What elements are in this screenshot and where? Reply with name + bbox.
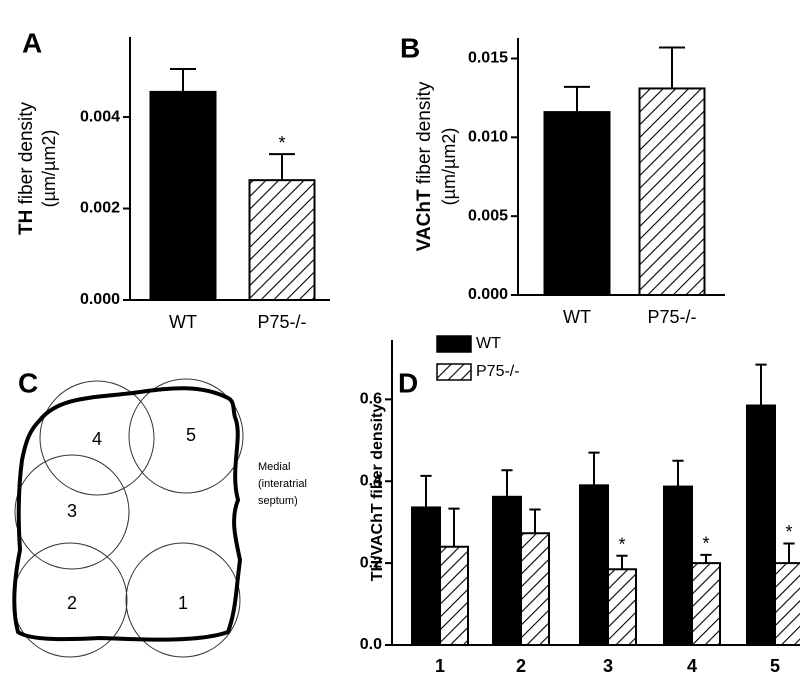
error-bar [564,85,590,113]
y-axis-label: TH fiber density [16,101,37,235]
panel-letter: B [400,32,420,63]
error-bar [501,469,513,497]
error-bar [529,508,541,534]
x-tick-label: 1 [435,656,445,676]
y-tick-label: 0.2 [360,554,382,571]
error-bar [448,507,460,547]
x-tick-label: 5 [770,656,780,676]
x-tick-label: 3 [603,656,613,676]
y-tick-label: 0.4 [360,472,382,489]
y-tick-label: 0.005 [468,207,508,224]
legend-label: WT [476,335,501,352]
bar [691,562,721,646]
bar [774,562,800,646]
y-axis-label: TH/VAChT fiber density [369,404,386,582]
region-label: 4 [92,429,102,449]
error-bar [616,554,628,570]
region-label: 2 [67,593,77,613]
y-axis-unit: (µm/µm2) [39,130,59,208]
error-bar [659,46,685,89]
y-tick-label: 0.000 [80,291,120,308]
region-circle [128,378,244,494]
legend-label: P75-/- [476,363,520,380]
region-label: 3 [67,501,77,521]
y-tick-label: 0.010 [468,129,508,146]
x-tick-label: P75-/- [647,307,696,327]
significance-mark: * [618,535,625,555]
region-label: 5 [186,425,196,445]
bar [663,485,693,646]
error-bar [269,153,295,181]
note-text: Medial [258,461,290,473]
panel-c: C 1 2 3 4 5 Medial (interatrial septum) [12,367,307,658]
y-axis-label-bold: TH [16,210,37,235]
y-axis-label-bold: VAChT [414,189,435,251]
bar [248,179,316,302]
panel-letter: A [22,27,42,58]
bar [411,506,441,647]
x-tick-label: 2 [516,656,526,676]
bar [492,495,522,646]
bar [439,545,469,647]
x-tick-label: 4 [687,656,697,676]
significance-mark: * [702,534,709,554]
bar [520,532,550,647]
y-axis-label: VAChT fiber density [414,81,435,251]
note-text: septum) [258,495,298,507]
y-axis-label-text: fiber density [414,81,435,184]
region-circle [125,542,241,658]
bar [746,404,776,646]
significance-mark: * [785,522,792,542]
x-tick-label: P75-/- [257,312,306,332]
error-bar [700,553,712,564]
x-tick-label: WT [563,307,591,327]
region-label: 1 [178,593,188,613]
error-bar [170,68,196,92]
y-tick-label: 0.015 [468,50,508,67]
atrium-outline [12,386,243,642]
y-tick-label: 0.6 [360,391,382,408]
bar [607,568,637,646]
y-axis-unit: (µm/µm2) [439,128,459,206]
region-circle [14,454,130,570]
error-bar [588,451,600,486]
note-text: (interatrial [258,478,307,490]
y-tick-label: 0.000 [468,286,508,303]
error-bar [783,542,795,564]
y-tick-label: 0.0 [360,636,382,653]
bar [149,90,217,301]
error-bar [672,459,684,487]
error-bar [755,363,767,406]
bar [543,111,611,296]
error-bar [420,474,432,508]
y-tick-label: 0.004 [80,108,120,125]
legend-swatch [436,335,472,353]
region-circle [39,380,155,496]
bar [579,484,609,646]
y-tick-label: 0.002 [80,200,120,217]
y-axis-label-text: fiber density [16,101,37,204]
bar [638,87,706,296]
panel-letter: D [398,367,418,398]
legend-swatch [436,363,472,381]
panel-letter: C [18,367,38,398]
x-tick-label: WT [169,312,197,332]
significance-mark: * [278,133,285,153]
